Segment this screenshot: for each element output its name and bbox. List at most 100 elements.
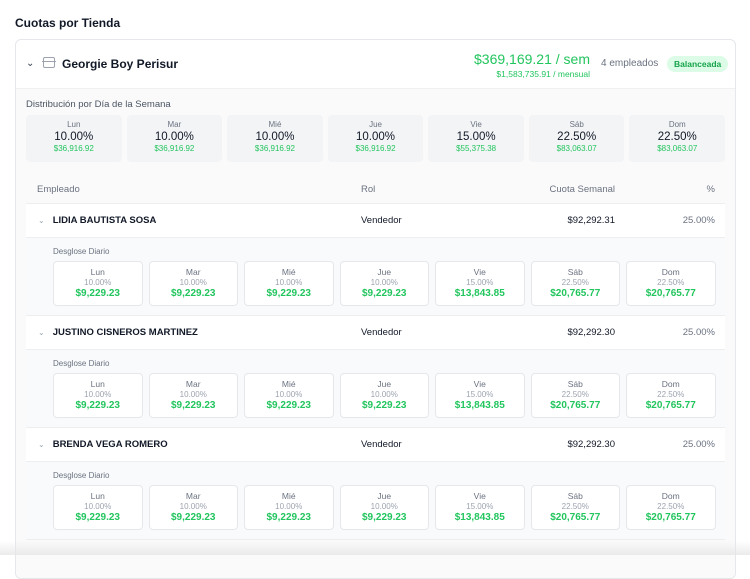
day-name: Vie: [473, 379, 486, 389]
day-amount: $20,765.77: [550, 400, 601, 411]
employee-name: JUSTINO CISNEROS MARTINEZ: [52, 327, 198, 338]
daily-card: Mar 10.00% $9,229.23: [148, 261, 238, 306]
day-pct: 15.00%: [466, 502, 494, 511]
day-card: Lun 10.00% $36,916.92: [26, 115, 122, 162]
table-row[interactable]: ⌄ BRENDA VEGA ROMERO Vendedor $92,292.30 25.…: [26, 428, 725, 462]
day-name: Mar: [185, 379, 201, 389]
table-row[interactable]: ⌄ LIDIA BAUTISTA SOSA Vendedor $92,292.31 25…: [26, 204, 725, 238]
daily-card: Mié 10.00% $9,229.23: [244, 485, 334, 530]
daily-card: Jue 10.00% $9,229.23: [339, 373, 429, 418]
day-amount: $9,229.23: [266, 400, 312, 411]
chevron-down-icon[interactable]: ⌄: [38, 216, 45, 225]
day-pct: 22.50%: [561, 278, 589, 287]
daily-card: Jue 10.00% $9,229.23: [339, 485, 429, 530]
daily-card: Vie 15.00% $13,843.85: [435, 261, 525, 306]
day-pct: 22.50%: [657, 278, 685, 287]
day-pct: 10.00%: [275, 390, 303, 399]
daily-card: Sáb 22.50% $20,765.77: [530, 261, 620, 306]
distribution-label: Distribución por Día de la Semana: [26, 99, 171, 110]
daily-card: Dom 22.50% $20,765.77: [626, 373, 716, 418]
col-cuota: Cuota Semanal: [549, 183, 615, 195]
day-name: Dom: [661, 491, 680, 501]
day-pct: 22.50%: [657, 390, 685, 399]
day-pct: 10.00%: [84, 278, 112, 287]
daily-card: Lun 10.00% $9,229.23: [53, 261, 143, 306]
day-name: Mié: [281, 379, 296, 389]
day-name: Mar: [167, 120, 182, 129]
day-pct: 10.00%: [84, 502, 112, 511]
day-name: Sáb: [567, 379, 583, 389]
day-amount: $20,765.77: [645, 400, 696, 411]
day-pct: 15.00%: [466, 390, 494, 399]
employee-role: Vendedor: [361, 215, 402, 226]
day-name: Dom: [668, 120, 686, 129]
day-pct: 10.00%: [275, 278, 303, 287]
day-amount: $9,229.23: [75, 512, 121, 523]
daily-breakdown: Desglose Diario Lun 10.00% $9,229.23 Mar 10.0…: [26, 238, 725, 316]
day-pct: 22.50%: [657, 131, 697, 143]
day-pct: 22.50%: [561, 390, 589, 399]
day-amount: $36,916.92: [154, 144, 195, 153]
day-name: Mié: [281, 491, 296, 501]
day-name: Jue: [377, 491, 392, 501]
day-amount: $9,229.23: [266, 288, 312, 299]
monthly-quota: $1,583,735.91 / mensual: [496, 69, 590, 79]
day-amount: $9,229.23: [362, 288, 407, 299]
day-amount: $13,843.85: [454, 512, 505, 523]
day-pct: 10.00%: [356, 131, 396, 143]
daily-card: Mar 10.00% $9,229.23: [148, 373, 238, 418]
chevron-down-icon[interactable]: ⌄: [38, 328, 45, 337]
day-name: Dom: [661, 379, 680, 389]
day-name: Lun: [90, 379, 105, 389]
day-pct: 22.50%: [561, 502, 589, 511]
employee-role: Vendedor: [361, 327, 402, 338]
chevron-down-icon[interactable]: ⌄: [38, 440, 45, 449]
day-pct: 10.00%: [370, 390, 398, 399]
distribution-days: Lun 10.00% $36,916.92 Mar 10.00% $36,916.92 Mi…: [26, 115, 726, 162]
weekly-quota: $369,169.21 / sem: [474, 51, 590, 67]
day-amount: $9,229.23: [362, 512, 407, 523]
daily-card: Lun 10.00% $9,229.23: [53, 485, 143, 530]
chevron-down-icon[interactable]: ⌄: [26, 58, 35, 69]
daily-card: Jue 10.00% $9,229.23: [339, 261, 429, 306]
day-amount: $83,063.07: [556, 144, 597, 153]
day-amount: $20,765.77: [645, 512, 696, 523]
day-card: Vie 15.00% $55,375.38: [428, 115, 524, 162]
status-badge: Balanceada: [667, 56, 729, 72]
scroll-fade: [0, 541, 750, 555]
employee-pct: 25.00%: [682, 215, 715, 226]
daily-card: Mié 10.00% $9,229.23: [244, 373, 334, 418]
day-amount: $20,765.77: [550, 288, 601, 299]
day-pct: 10.00%: [84, 390, 112, 399]
store-icon: [42, 57, 56, 68]
employee-table: Empleado Rol Cuota Semanal % ⌄ LIDIA BAUT…: [26, 175, 725, 540]
daily-card: Lun 10.00% $9,229.23: [53, 373, 143, 418]
employee-quota: $92,292.31: [567, 215, 615, 226]
day-name: Vie: [473, 267, 486, 277]
store-header[interactable]: ⌄ Georgie Boy Perisur $369,169.21 / sem …: [16, 40, 735, 89]
breakdown-label: Desglose Diario: [53, 471, 110, 480]
day-amount: $36,916.92: [53, 144, 94, 153]
day-pct: 22.50%: [657, 502, 685, 511]
day-amount: $9,229.23: [75, 400, 121, 411]
day-pct: 10.00%: [179, 390, 207, 399]
daily-card: Mié 10.00% $9,229.23: [244, 261, 334, 306]
day-name: Mar: [185, 267, 201, 277]
day-name: Mar: [185, 491, 201, 501]
employee-quota: $92,292.30: [567, 327, 615, 338]
day-pct: 10.00%: [275, 502, 303, 511]
day-card: Sáb 22.50% $83,063.07: [528, 115, 625, 162]
daily-card: Sáb 22.50% $20,765.77: [530, 485, 620, 530]
day-amount: $83,063.07: [657, 144, 698, 153]
day-pct: 10.00%: [54, 131, 94, 143]
page-title: Cuotas por Tienda: [15, 16, 121, 30]
day-name: Jue: [369, 120, 382, 129]
day-name: Sáb: [567, 267, 583, 277]
day-card: Mar 10.00% $36,916.92: [126, 115, 223, 162]
day-card: Dom 22.50% $83,063.07: [629, 115, 726, 162]
day-name: Sáb: [569, 120, 584, 129]
day-name: Vie: [473, 491, 486, 501]
day-pct: 10.00%: [179, 278, 207, 287]
table-row[interactable]: ⌄ JUSTINO CISNEROS MARTINEZ Vendedor $92,29…: [26, 316, 725, 350]
daily-breakdown: Desglose Diario Lun 10.00% $9,229.23 Mar 10.0…: [26, 350, 725, 428]
